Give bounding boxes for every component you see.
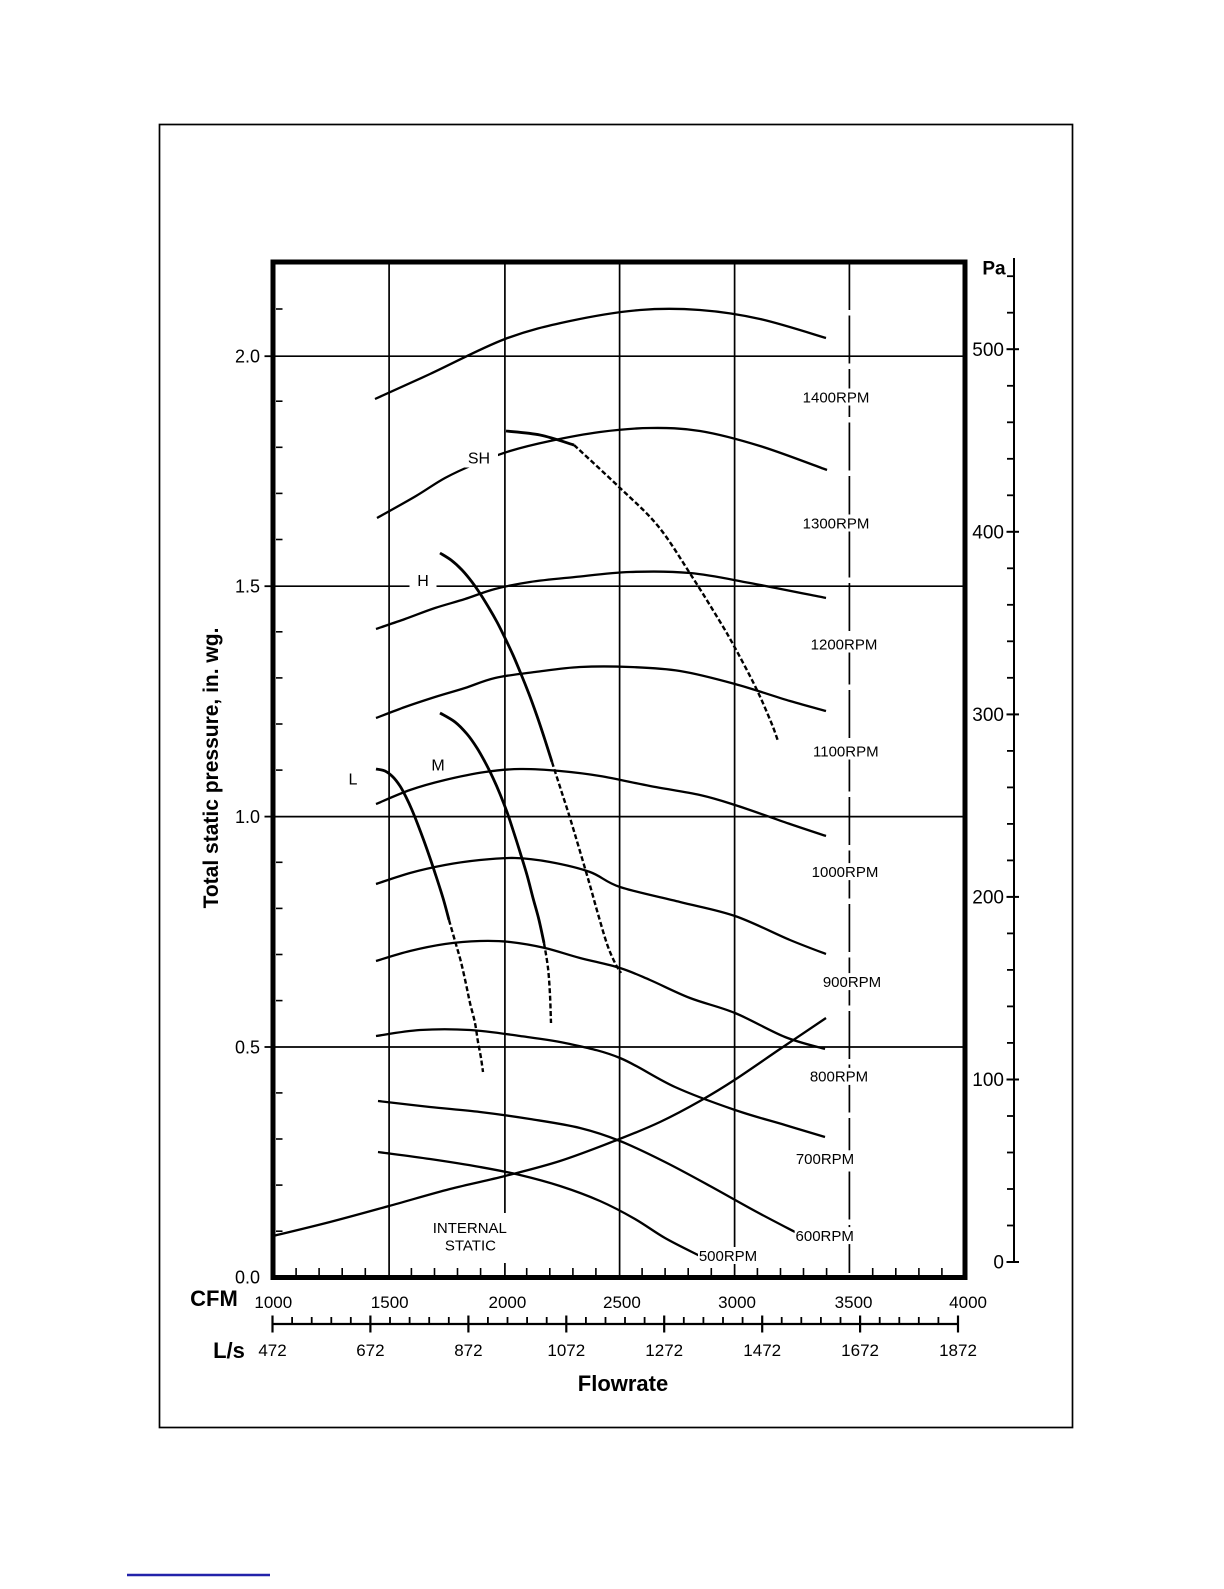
svg-text:3500: 3500 <box>835 1293 873 1312</box>
svg-text:700RPM: 700RPM <box>796 1151 854 1168</box>
svg-text:0.0: 0.0 <box>235 1268 260 1288</box>
svg-text:2500: 2500 <box>603 1293 641 1312</box>
svg-text:1.0: 1.0 <box>235 807 260 827</box>
svg-text:2000: 2000 <box>488 1293 526 1312</box>
svg-text:100: 100 <box>972 1070 1004 1091</box>
svg-text:672: 672 <box>356 1341 384 1360</box>
svg-text:1000: 1000 <box>254 1293 292 1312</box>
svg-text:0: 0 <box>993 1253 1004 1274</box>
svg-text:1472: 1472 <box>743 1341 781 1360</box>
svg-text:1272: 1272 <box>645 1341 683 1360</box>
svg-text:500RPM: 500RPM <box>699 1248 757 1265</box>
svg-text:Pa: Pa <box>982 259 1006 280</box>
svg-text:472: 472 <box>258 1341 286 1360</box>
svg-text:3000: 3000 <box>718 1293 756 1312</box>
svg-text:L/s: L/s <box>213 1338 245 1363</box>
svg-text:2.0: 2.0 <box>235 347 260 367</box>
svg-text:M: M <box>431 758 444 775</box>
svg-text:1672: 1672 <box>841 1341 879 1360</box>
svg-text:1000RPM: 1000RPM <box>812 864 879 881</box>
svg-text:1072: 1072 <box>547 1341 585 1360</box>
svg-text:1872: 1872 <box>939 1341 977 1360</box>
svg-text:SH: SH <box>468 451 490 468</box>
svg-text:300: 300 <box>972 705 1004 726</box>
svg-text:900RPM: 900RPM <box>823 974 881 991</box>
svg-text:400: 400 <box>972 523 1004 544</box>
svg-text:Total static pressure, in. wg.: Total static pressure, in. wg. <box>200 628 223 909</box>
svg-text:1100RPM: 1100RPM <box>813 743 879 760</box>
svg-text:872: 872 <box>454 1341 482 1360</box>
svg-text:0.5: 0.5 <box>235 1037 260 1057</box>
svg-text:H: H <box>417 573 429 590</box>
svg-text:Flowrate: Flowrate <box>578 1371 668 1396</box>
svg-text:1.5: 1.5 <box>235 577 260 597</box>
svg-text:1200RPM: 1200RPM <box>811 636 878 653</box>
svg-text:800RPM: 800RPM <box>810 1069 868 1086</box>
svg-text:STATIC: STATIC <box>445 1238 496 1255</box>
svg-text:CFM: CFM <box>190 1286 238 1311</box>
svg-text:1300RPM: 1300RPM <box>803 515 870 532</box>
svg-text:200: 200 <box>972 888 1004 909</box>
svg-text:L: L <box>349 772 358 789</box>
svg-text:1500: 1500 <box>371 1293 409 1312</box>
svg-text:INTERNAL: INTERNAL <box>433 1220 507 1237</box>
svg-text:600RPM: 600RPM <box>796 1228 854 1245</box>
svg-text:1400RPM: 1400RPM <box>803 389 870 406</box>
svg-text:500: 500 <box>972 340 1004 361</box>
svg-text:4000: 4000 <box>949 1293 987 1312</box>
